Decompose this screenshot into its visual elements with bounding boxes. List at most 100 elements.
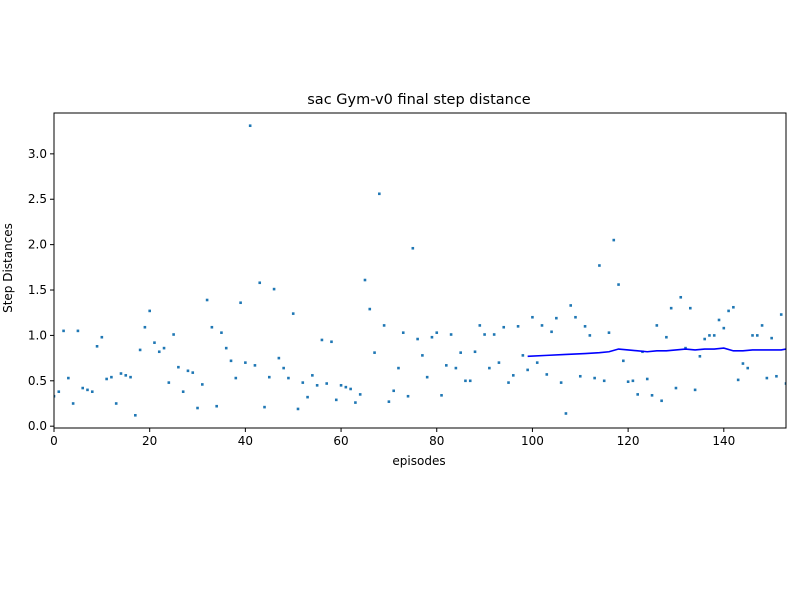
data-point (67, 376, 70, 380)
y-tick-label: 0.0 (28, 419, 47, 433)
data-point (76, 329, 80, 333)
data-point (679, 295, 683, 299)
data-point (775, 374, 778, 378)
data-point (100, 335, 104, 339)
data-point (320, 338, 324, 342)
data-point (617, 283, 620, 286)
plot-area: 0 20 40 60 80 100 120 140 0.0 0.5 1.0 1.5 2.0 2.5 3.0 (28, 112, 787, 448)
data-point (732, 305, 735, 309)
data-point (559, 381, 563, 384)
data-point (277, 356, 281, 360)
data-point (267, 375, 271, 379)
data-point (425, 375, 429, 379)
y-tick-label: 0.5 (28, 374, 47, 388)
data-point (57, 390, 61, 393)
data-point (712, 334, 716, 337)
data-point (607, 331, 611, 334)
data-point (129, 375, 132, 379)
data-point (234, 376, 238, 380)
data-point (172, 333, 175, 336)
data-point (191, 371, 195, 374)
axes-frame (53, 112, 787, 429)
data-point (502, 325, 506, 329)
data-point (770, 336, 773, 340)
data-point (741, 362, 745, 365)
data-point (81, 386, 85, 390)
data-point (349, 387, 352, 391)
data-point (306, 395, 309, 399)
data-point (569, 304, 573, 307)
x-axis-label: episodes (392, 454, 445, 468)
data-point (755, 334, 759, 337)
data-point (674, 386, 678, 390)
data-point (387, 400, 391, 403)
data-point (497, 361, 501, 364)
x-tick-label: 0 (50, 434, 58, 448)
data-point (531, 315, 534, 319)
data-point (263, 405, 266, 409)
data-point (244, 361, 247, 364)
data-point (483, 333, 486, 336)
data-point (650, 394, 654, 397)
data-point (253, 364, 257, 367)
chart-title: sac Gym-v0 final step distance (307, 92, 531, 108)
data-point (612, 238, 616, 242)
data-point (684, 346, 687, 350)
data-point (124, 374, 128, 377)
data-point (645, 377, 649, 381)
x-tick-label: 80 (429, 434, 444, 448)
data-point (526, 368, 529, 372)
data-point (488, 366, 491, 370)
data-point (784, 382, 786, 385)
data-point (162, 346, 166, 350)
data-point (110, 375, 113, 379)
data-point (555, 316, 558, 320)
data-point (411, 246, 415, 250)
data-point (330, 340, 333, 344)
data-point (416, 337, 419, 341)
data-point (421, 354, 424, 357)
data-point (717, 318, 721, 322)
data-point (358, 393, 362, 396)
data-point (54, 394, 56, 398)
y-axis-label: Step Distances (1, 223, 15, 313)
data-point (698, 354, 702, 358)
data-point (521, 354, 525, 357)
data-point (177, 365, 180, 369)
data-point (631, 379, 635, 383)
data-point (665, 335, 668, 339)
data-point (540, 324, 544, 327)
data-point (105, 377, 108, 381)
data-point (478, 324, 482, 327)
data-point (248, 124, 252, 128)
data-layer (54, 124, 786, 417)
data-point (660, 399, 663, 403)
data-point (779, 313, 783, 316)
data-point (339, 384, 343, 387)
data-point (468, 379, 472, 383)
data-point (167, 381, 171, 384)
data-point (148, 309, 151, 313)
data-point (622, 359, 625, 363)
data-point (71, 402, 75, 405)
x-tick-label: 100 (521, 434, 544, 448)
data-point (114, 402, 118, 405)
data-point (334, 398, 338, 402)
x-tick-label: 20 (142, 434, 157, 448)
data-point (693, 388, 697, 392)
data-point (511, 374, 515, 377)
data-point (722, 326, 726, 330)
data-point (454, 366, 458, 370)
data-point (406, 394, 410, 398)
data-point (727, 309, 730, 313)
data-point (655, 324, 659, 327)
data-point (464, 379, 467, 383)
data-point (215, 404, 218, 408)
data-point (473, 350, 477, 354)
data-point (760, 324, 764, 327)
y-tick-label: 3.0 (28, 147, 47, 161)
data-point (746, 366, 750, 370)
data-point (354, 401, 357, 404)
